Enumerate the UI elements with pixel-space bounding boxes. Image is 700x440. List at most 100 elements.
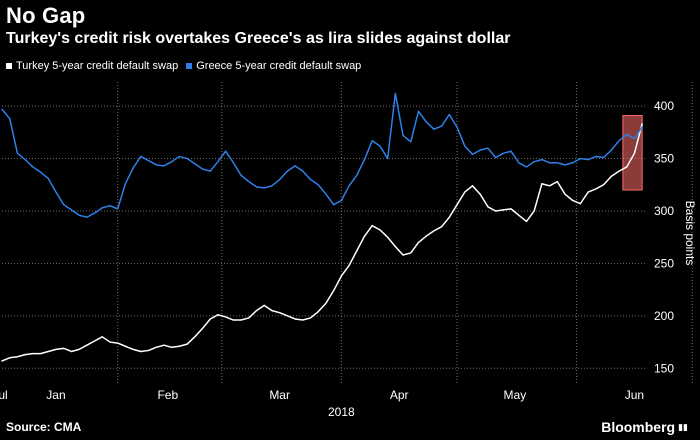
turkey-point [155,346,157,348]
y-tick-label: 350 [654,152,674,166]
turkey-point [533,210,535,212]
turkey-point [1,360,3,362]
turkey-point [248,317,250,319]
greece-point [533,161,535,163]
highlight-box [622,115,643,191]
y-tick-label: 250 [654,256,674,270]
turkey-point [232,319,234,321]
greece-point [471,153,474,155]
greece-point [147,160,150,162]
turkey-point [363,235,366,237]
turkey-point [456,204,458,206]
greece-point [548,162,551,164]
turkey-point [556,181,558,183]
greece-point [16,152,19,154]
turkey-point [441,226,443,228]
greece-point [433,128,435,130]
turkey-point [602,184,605,186]
turkey-point [24,354,26,356]
greece-point [186,157,188,160]
greece-point [518,162,520,164]
greece-point [201,168,204,170]
turkey-point [579,203,582,205]
greece-point [572,162,574,164]
legend-label-greece: Greece 5-year credit default swap [196,60,362,72]
turkey-point [448,216,450,218]
turkey-point [387,236,389,238]
greece-point [178,155,180,158]
greece-point [124,183,127,185]
legend: Turkey 5-year credit default swap Greece… [6,60,361,72]
greece-point [109,205,111,207]
turkey-point [9,357,11,359]
greece-point [379,145,381,147]
greece-point [248,181,250,183]
greece-point [171,161,173,163]
turkey-point [194,336,196,338]
greece-point [217,161,219,163]
brand-text: Bloomberg [601,419,676,435]
turkey-point [225,316,227,318]
turkey-point [32,352,34,355]
turkey-point [626,166,628,168]
greece-point [132,167,134,169]
greece-point [302,170,304,172]
turkey-point [487,206,489,208]
x-tick-label: May [504,388,527,402]
greece-point [525,166,528,168]
greece-point [417,110,420,112]
legend-item-turkey: Turkey 5-year credit default swap [6,60,178,72]
turkey-point [93,340,96,342]
greece-point [255,186,258,188]
x-tick-label: Jul [0,388,8,402]
greece-point [9,118,11,120]
x-tick-label: Feb [157,388,178,402]
turkey-point [294,318,296,320]
turkey-point [572,199,574,202]
greece-point [541,158,543,161]
turkey-point [595,188,597,190]
greece-point [371,140,373,142]
turkey-point [371,225,373,227]
turkey-point [633,152,636,154]
turkey-point [394,246,396,248]
turkey-point [186,343,188,345]
turkey-point [16,356,19,358]
legend-label-turkey: Turkey 5-year credit default swap [16,60,179,72]
greece-point [502,152,504,154]
greece-point [464,145,466,147]
legend-swatch-turkey [6,63,12,69]
greece-point [425,121,427,123]
greece-point [317,184,319,186]
x-tick-label: Jan [46,388,65,402]
greece-point [39,171,42,173]
greece-point [271,185,273,187]
turkey-point [86,344,88,346]
turkey-point [117,342,119,344]
brand-mark: ▮▮ [678,421,688,432]
greece-point [626,133,628,136]
greece-point [402,134,404,137]
gridlines [2,82,693,384]
turkey-point [333,290,335,292]
turkey-point [587,191,589,193]
greece-point [618,140,620,142]
turkey-point [163,344,165,346]
chart-subtitle: Turkey's credit risk overtakes Greece's … [6,30,511,47]
turkey-point [279,312,281,314]
greece-point [633,138,636,140]
turkey-point [340,275,342,277]
greece-point [232,162,234,164]
turkey-point [348,264,350,267]
greece-point [556,162,558,164]
turkey-point [309,317,312,319]
turkey-point [70,350,73,353]
greece-point [209,170,211,172]
turkey-point [479,193,481,195]
turkey-point [425,235,427,237]
turkey-point [495,210,497,212]
greece-point [294,165,296,167]
turkey-point [109,341,111,343]
turkey-point [433,230,435,232]
